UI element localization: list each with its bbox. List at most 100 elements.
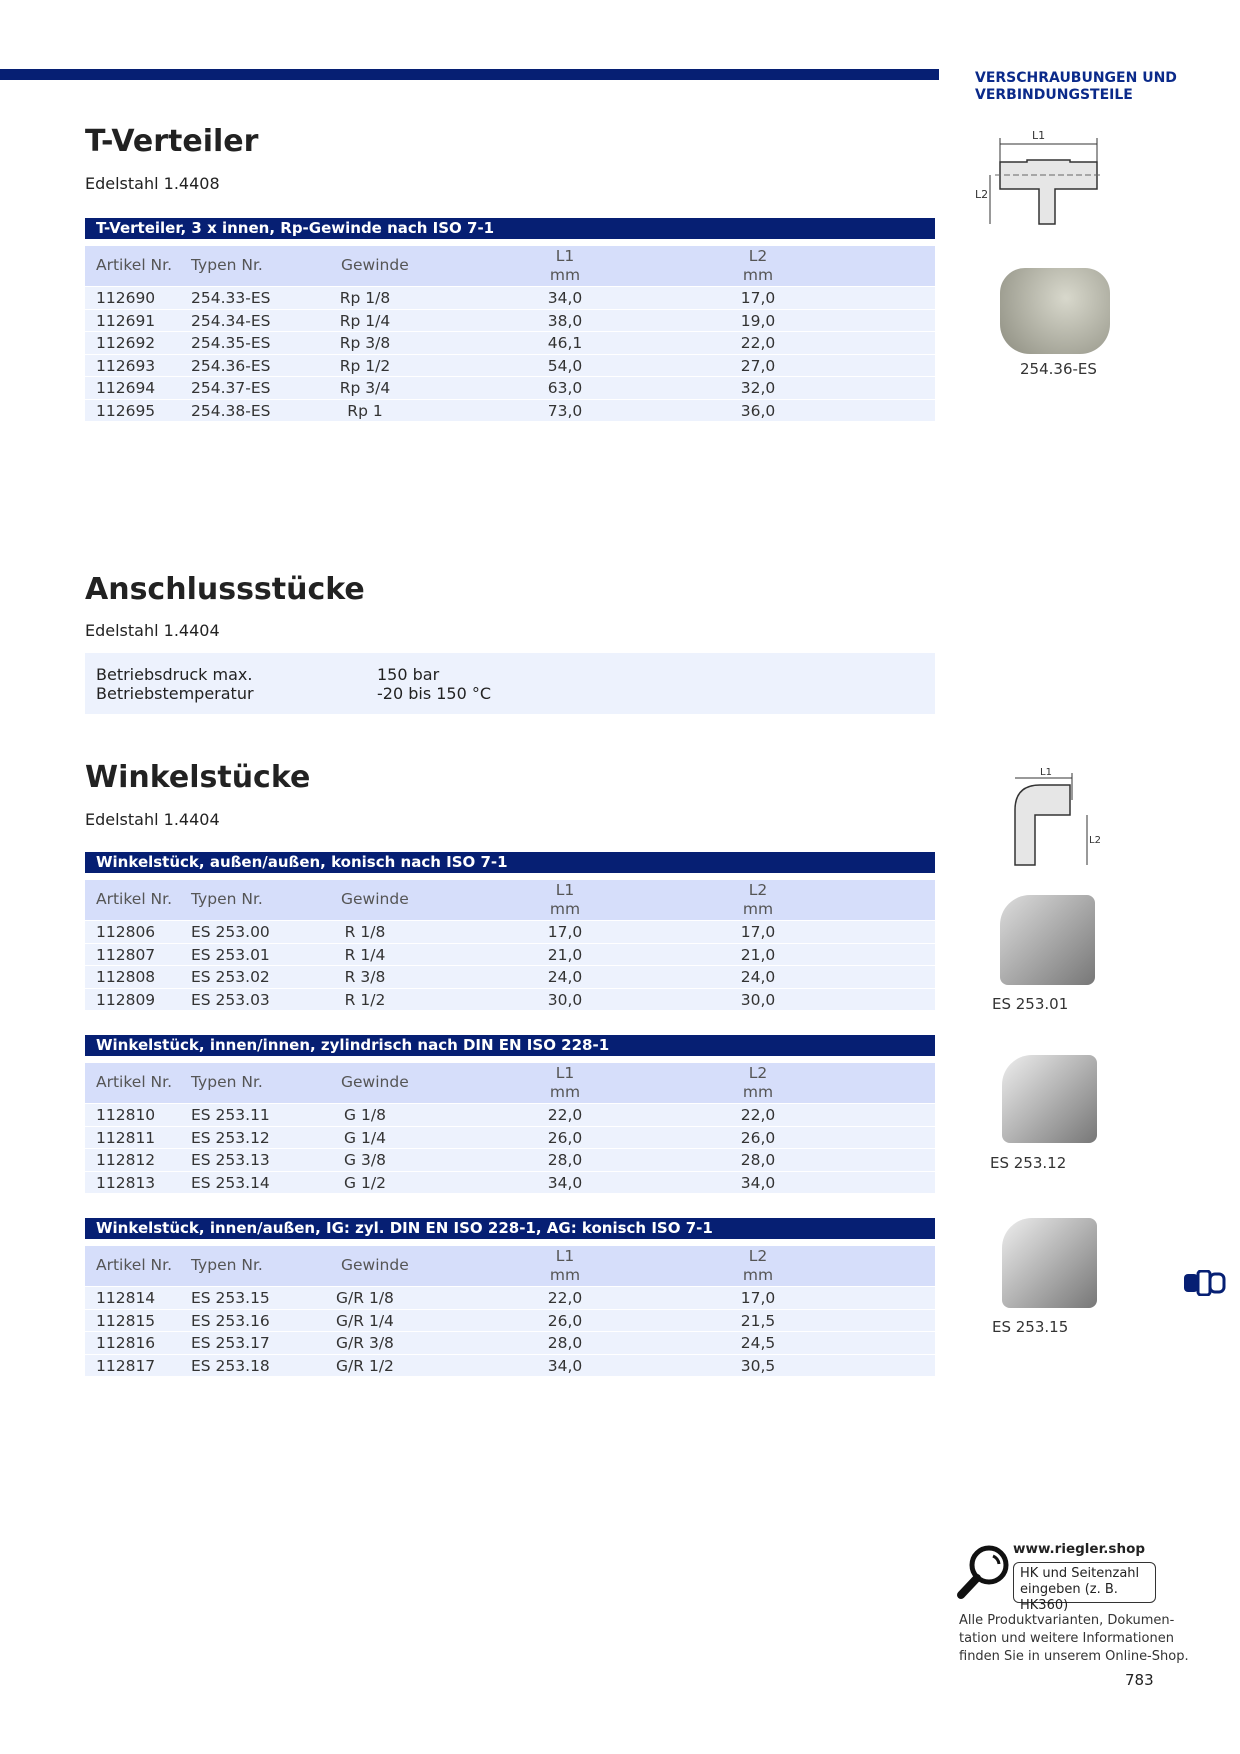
cell: 254.38-ES [191,401,271,420]
image-caption: 254.36-ES [1020,360,1097,378]
elbow-photo [1002,1218,1097,1308]
cell: 26,0 [740,1128,776,1147]
cell: G 1/8 [344,1106,386,1124]
image-caption: ES 253.15 [992,1318,1069,1336]
category-line: VERSCHRAUBUNGEN UND [975,70,1177,86]
cell: 112812 [96,1151,156,1169]
cell: G 1/2 [344,1173,386,1192]
category-label: VERSCHRAUBUNGEN UND VERBINDUNGSTEILE [975,70,1177,104]
top-bar [0,69,939,80]
col-typen: Typen Nr. [191,1073,263,1091]
cell: 19,0 [740,311,776,330]
section-title: T-Verteiler [85,124,259,159]
table-header: Artikel Nr. Typen Nr. Gewinde L1 mm L2 mm [85,246,935,286]
table-row: 112806 ES 253.00 R 1/8 17,0 17,0 [85,920,935,943]
table-title: Winkelstück, innen/außen, IG: zyl. DIN E… [85,1218,935,1239]
table-row: 112810 ES 253.11 G 1/8 22,0 22,0 [85,1103,935,1126]
table-title: Winkelstück, innen/innen, zylindrisch na… [85,1035,935,1056]
cell: 21,0 [547,945,583,964]
cell: 28,0 [740,1151,776,1169]
cell: R 3/8 [344,968,386,986]
cell: 34,0 [740,1173,776,1192]
table-row: 112695 254.38-ES Rp 1 73,0 36,0 [85,398,935,421]
col-l1: L1 mm [535,1247,595,1285]
cell: 112814 [96,1289,156,1307]
cell: 112693 [96,356,156,375]
cell: 112815 [96,1311,156,1330]
fitting-tab-icon [1184,1270,1226,1296]
col-typen: Typen Nr. [191,1256,263,1274]
table-row: 112811 ES 253.12 G 1/4 26,0 26,0 [85,1125,935,1148]
note-line: Alle Produktvarianten, Dokumen- [959,1613,1175,1628]
table-row: 112693 254.36-ES Rp 1/2 54,0 27,0 [85,353,935,376]
col-artikel: Artikel Nr. [96,256,173,274]
image-caption: ES 253.12 [990,1154,1067,1172]
product-table: T-Verteiler, 3 x innen, Rp-Gewinde nach … [85,218,935,421]
material: Edelstahl 1.4404 [85,810,220,829]
cell: 17,0 [547,923,583,941]
cell: 24,0 [547,968,583,986]
col-unit: mm [742,266,774,284]
col-unit: mm [549,1083,581,1101]
t-fitting-photo [1000,268,1110,354]
cell: 30,0 [740,990,776,1009]
col-unit: mm [549,266,581,284]
table-row: 112691 254.34-ES Rp 1/4 38,0 19,0 [85,308,935,331]
section-title: Anschlussstücke [85,572,365,607]
l1-label: L1 [1040,767,1052,778]
col-gewinde: Gewinde [341,890,409,908]
col-unit: mm [549,1266,581,1284]
col-l2-label: L2 [748,247,768,265]
col-unit: mm [742,1083,774,1101]
cell: Rp 1/4 [339,311,391,330]
cell: 112811 [96,1128,156,1147]
table-row: 112807 ES 253.01 R 1/4 21,0 21,0 [85,942,935,965]
cell: 22,0 [547,1106,583,1124]
col-l2: L2 mm [728,881,788,919]
cell: 254.34-ES [191,311,271,330]
cell: 17,0 [740,923,776,941]
cell: 63,0 [547,379,583,397]
cell: 21,0 [740,945,776,964]
cell: 112691 [96,311,156,330]
table-row: 112694 254.37-ES Rp 3/4 63,0 32,0 [85,376,935,399]
spec-label: Betriebsdruck max. [96,665,253,684]
col-artikel: Artikel Nr. [96,1256,173,1274]
col-gewinde: Gewinde [341,1256,409,1274]
cell: 26,0 [547,1311,583,1330]
hint-line: eingeben (z. B. HK360) [1020,1582,1118,1613]
cell: ES 253.01 [191,945,270,964]
elbow-photo [1000,895,1095,985]
table-header: Artikel Nr. Typen Nr. Gewinde L1 mm L2 mm [85,1063,935,1103]
shop-url[interactable]: www.riegler.shop [1013,1541,1146,1557]
cell: G/R 1/4 [336,1311,394,1330]
cell: R 1/4 [344,945,386,964]
spec-value: -20 bis 150 °C [377,684,492,703]
cell: 24,5 [740,1334,776,1352]
cell: 254.33-ES [191,289,271,307]
cell: 254.36-ES [191,356,271,375]
cell: 22,0 [740,334,776,352]
cell: 112806 [96,923,156,941]
cell: 17,0 [740,289,776,307]
l2-label: L2 [1089,835,1101,846]
cell: ES 253.03 [191,990,270,1009]
note-line: tation und weitere Informationen [959,1631,1174,1646]
table-header: Artikel Nr. Typen Nr. Gewinde L1 mm L2 mm [85,1246,935,1286]
cell: 112813 [96,1173,156,1192]
table-row: 112816 ES 253.17 G/R 3/8 28,0 24,5 [85,1331,935,1354]
cell: R 1/2 [344,990,386,1009]
cell: G/R 1/8 [336,1289,394,1307]
image-caption: ES 253.01 [992,995,1069,1013]
cell: Rp 1/2 [339,356,391,375]
l1-label: L1 [1032,129,1045,142]
col-l1-label: L1 [555,247,575,265]
cell: 112694 [96,379,156,397]
col-artikel: Artikel Nr. [96,890,173,908]
col-l2-label: L2 [748,881,768,899]
cell: 112809 [96,990,156,1009]
col-l2: L2 mm [728,1064,788,1102]
table-title: T-Verteiler, 3 x innen, Rp-Gewinde nach … [85,218,935,239]
table-title: Winkelstück, außen/außen, konisch nach I… [85,852,935,873]
cell: 73,0 [547,401,583,420]
